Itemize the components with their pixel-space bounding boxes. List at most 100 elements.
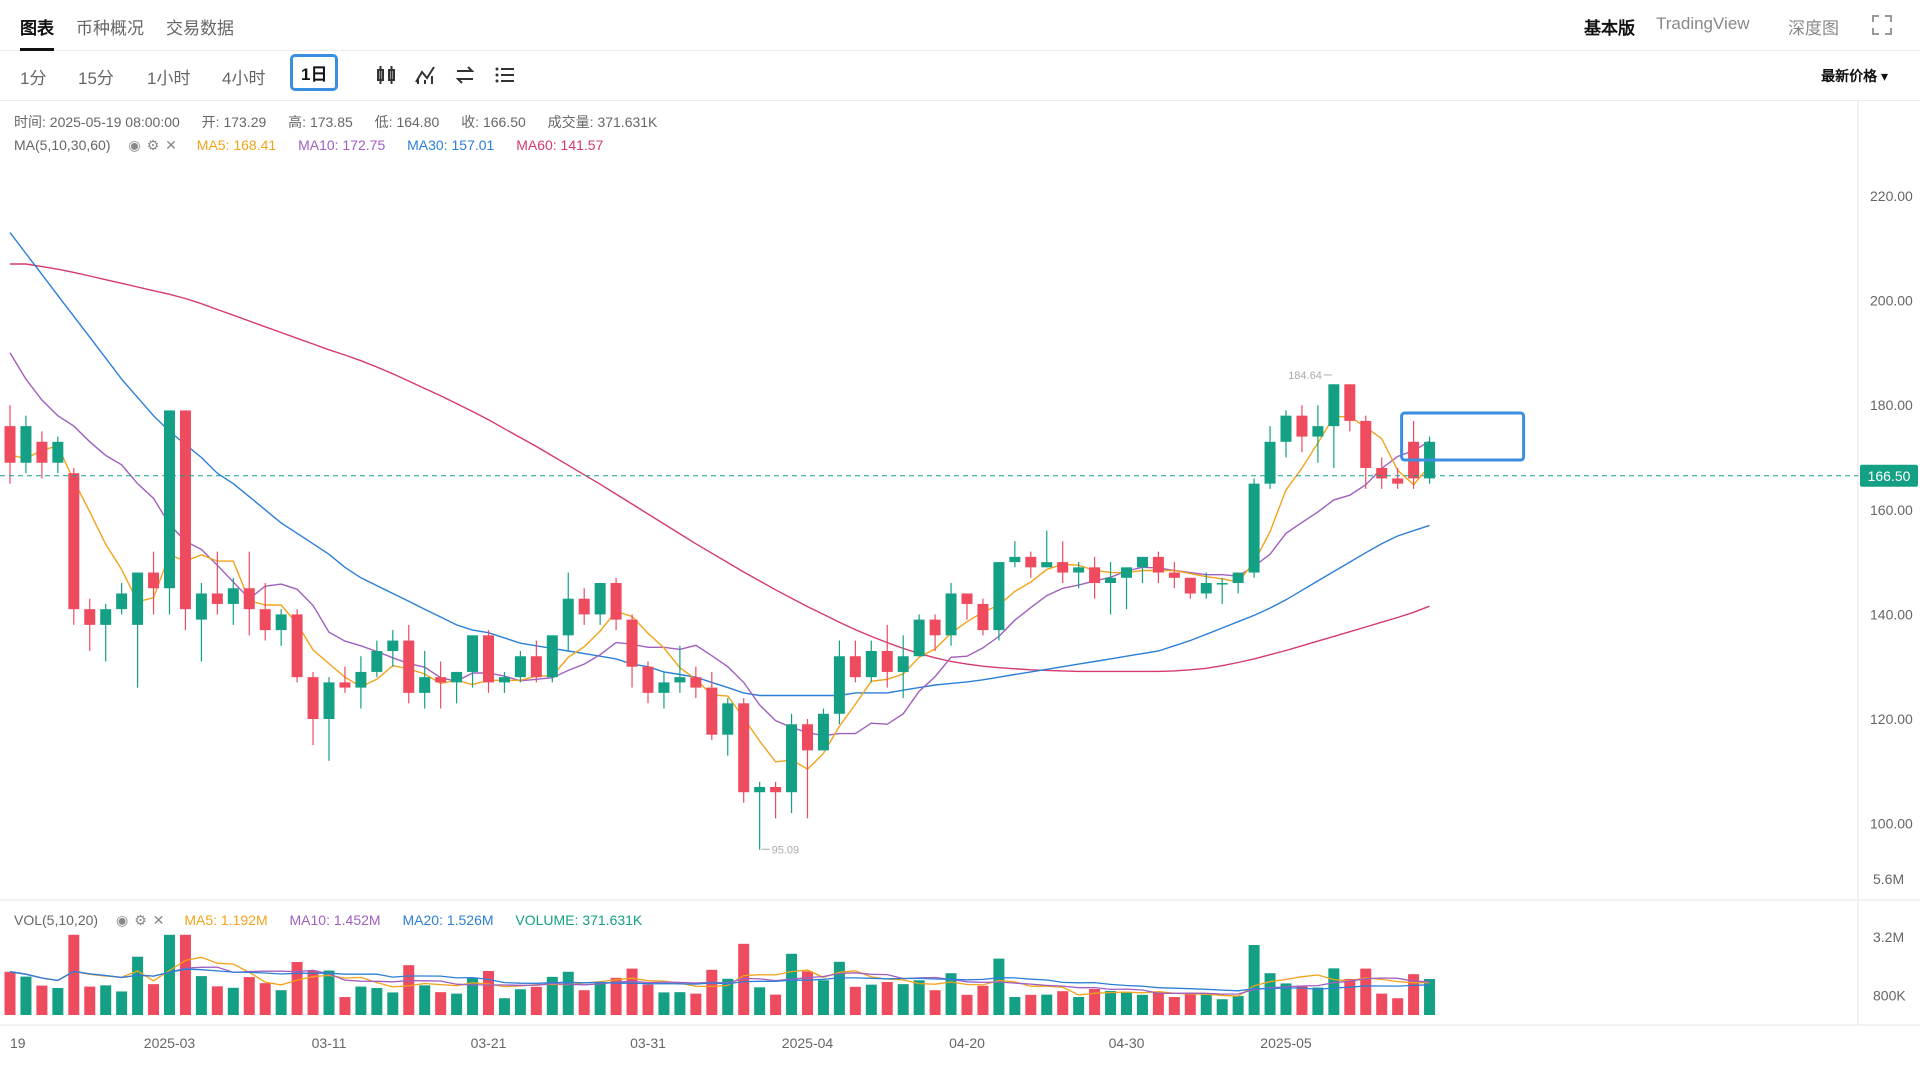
volume-bar [1376,993,1388,1015]
candle-body [658,682,670,693]
interval-1d[interactable]: 1日 [290,54,339,91]
volume-bar [339,997,351,1015]
volume-bar [148,984,160,1015]
candle-body [467,635,479,672]
list-icon[interactable] [493,63,517,87]
volume-bar [211,986,223,1015]
candle-body [339,682,351,688]
volume-bar [1057,991,1069,1015]
volume-bar [642,984,654,1015]
candlestick-icon[interactable] [374,63,398,87]
volume-bar [1280,983,1292,1015]
close-icon[interactable]: ✕ [165,137,177,153]
volume-bar [546,976,558,1015]
volume-bar [451,993,463,1015]
volume-bar [1360,968,1372,1015]
volume-bar [722,978,734,1015]
interval-4h[interactable]: 4小时 [222,69,266,88]
vol-volume-value: VOLUME: 371.631K [515,912,643,928]
candle-body [1216,583,1228,585]
candle-body [1360,420,1372,468]
price-tick-label: 180.00 [1870,397,1913,413]
candle-body [642,666,654,693]
time-tick-label: 2025-05 [1260,1035,1312,1051]
interval-1h[interactable]: 1小时 [147,69,191,88]
volume-bar [164,934,175,1015]
tab-coin-overview[interactable]: 币种概况 [76,19,144,38]
tab-tradingview[interactable]: TradingView [1656,14,1750,33]
volume-bar [1025,994,1037,1015]
candle-body [961,593,973,604]
candle-body [738,703,750,793]
candle-body [435,677,447,683]
candle-body [1200,583,1212,594]
volume-bar [674,992,686,1015]
price-tick-label: 220.00 [1870,188,1913,204]
candle-body [1105,577,1117,584]
candle-highlight-box [1400,411,1526,462]
candle-body [1424,441,1436,479]
volume-bar [658,992,670,1015]
candle-body [211,593,223,604]
candle-body [578,598,590,615]
tab-trading-data[interactable]: 交易数据 [166,19,234,38]
close-icon[interactable]: ✕ [152,912,165,928]
price-type-select[interactable]: 最新价格 ▾ [1821,68,1888,84]
ma5-line [9,416,1431,771]
candle-body [371,651,383,672]
candle-body [833,656,845,714]
volume-bar [865,984,877,1015]
swap-icon[interactable] [453,63,477,87]
volume-bar [802,971,813,1015]
candle-body [100,609,112,625]
volume-bar [419,985,431,1015]
candle-body [355,671,367,688]
settings-icon[interactable]: ⚙ [146,137,160,153]
vol-ma5-line [9,956,1430,997]
candle-body [1232,572,1244,584]
candle-body [20,426,32,463]
candle-body [498,677,510,683]
tab-depth-chart[interactable]: 深度图 [1788,19,1839,38]
candle-body [610,583,622,620]
volume-bar [961,994,973,1015]
info-close: 收: 166.50 [461,114,526,130]
volume-bar [179,934,191,1015]
candle-body [881,651,893,672]
candle-body [1264,441,1276,484]
candle-body [897,656,909,672]
ma30-line [9,232,1430,697]
tab-basic[interactable]: 基本版 [1584,19,1635,38]
volume-bar [323,970,335,1015]
volume-bar [1121,992,1132,1015]
indicator-icon[interactable] [413,63,437,87]
eye-icon[interactable]: ◉ [115,912,129,928]
candle-body [1376,467,1388,479]
interval-15m[interactable]: 15分 [78,69,114,88]
volume-bar [1089,988,1101,1015]
volume-bar [738,943,750,1015]
volume-bar [849,986,861,1015]
high-price-annotation: 184.64 [1288,370,1322,382]
volume-bar [770,994,782,1015]
candle-body [1248,483,1260,573]
volume-bar [4,971,16,1015]
candle-body [945,593,957,636]
candle-body [514,656,526,678]
interval-1m[interactable]: 1分 [20,69,47,88]
volume-bar [52,988,64,1015]
volume-bar [1328,968,1340,1015]
candle-body [1136,556,1148,568]
eye-icon[interactable]: ◉ [128,137,141,153]
tab-chart[interactable]: 图表 [20,14,54,51]
volume-bar [817,980,829,1015]
volume-bar [36,985,48,1015]
candle-body [546,635,558,678]
volume-bar [1073,997,1085,1015]
candle-body [36,441,48,463]
candle-body [626,619,638,667]
settings-icon[interactable]: ⚙ [134,912,147,928]
candle-body [594,583,606,615]
volume-bar [1312,987,1324,1015]
fullscreen-icon[interactable] [1870,13,1894,37]
